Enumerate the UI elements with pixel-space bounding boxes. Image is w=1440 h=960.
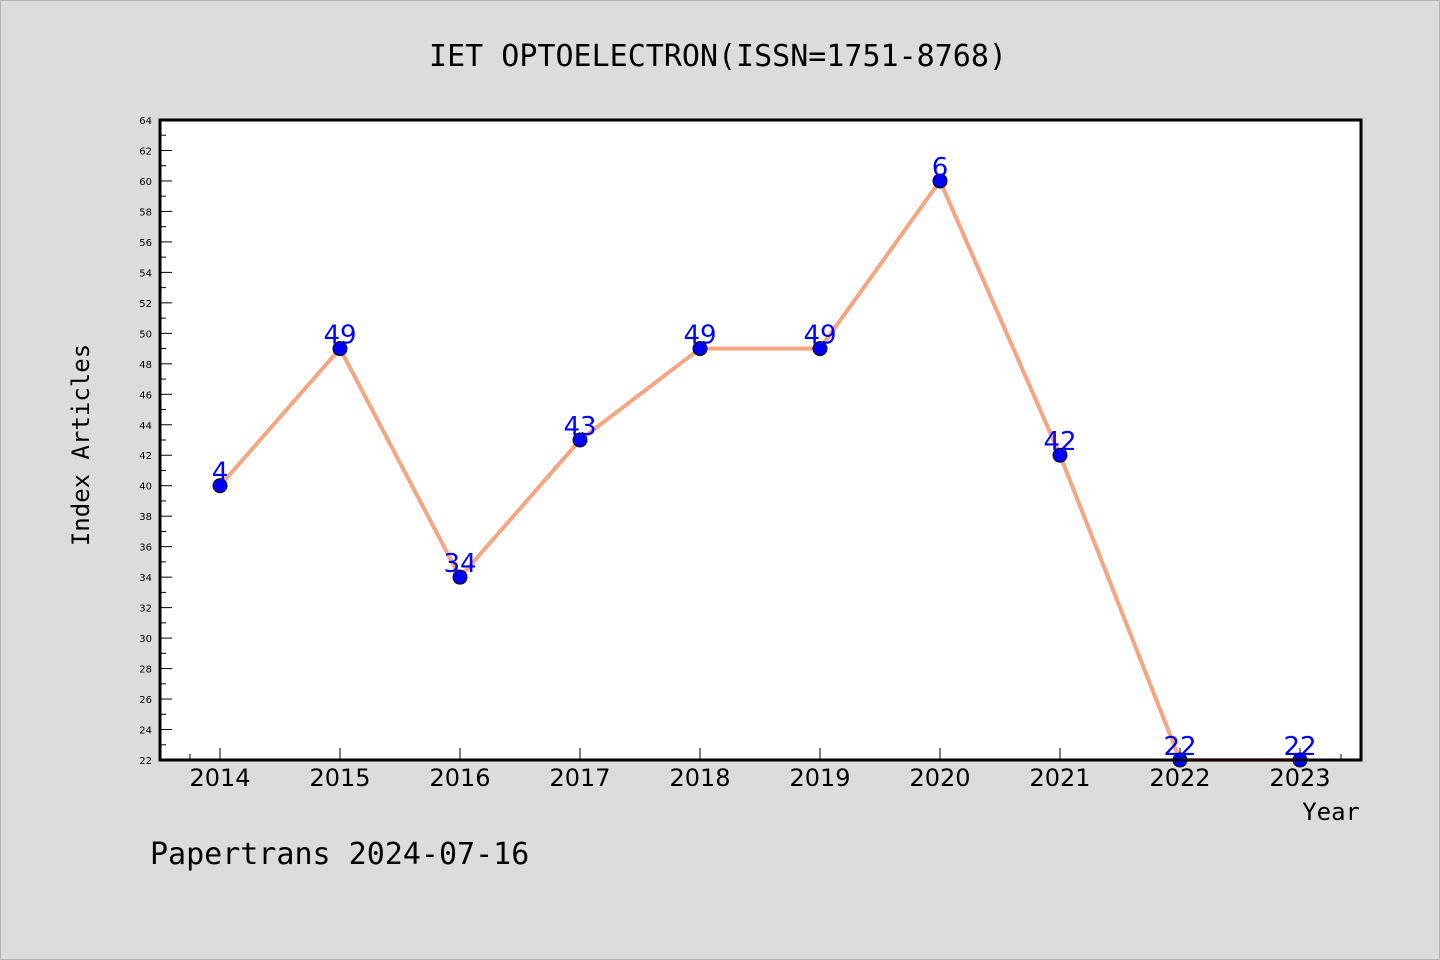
data-label: 42 (1043, 427, 1076, 457)
data-label: 43 (563, 412, 596, 442)
data-point-marker (692, 341, 708, 357)
y-tick-label: 46 (139, 390, 152, 401)
y-tick-label: 60 (139, 177, 152, 188)
y-tick-label: 50 (139, 329, 152, 340)
y-tick-label: 52 (139, 299, 152, 310)
data-point-marker (1052, 447, 1068, 463)
data-point-marker (932, 173, 948, 189)
x-tick-label: 2022 (1149, 764, 1210, 792)
data-label: 22 (1283, 732, 1316, 762)
x-tick-label: 2014 (189, 764, 250, 792)
y-tick-label: 28 (139, 665, 152, 676)
y-tick-label: 54 (139, 268, 152, 279)
x-tick-label: 2016 (429, 764, 490, 792)
data-point-marker (332, 341, 348, 357)
y-tick-label: 30 (139, 634, 152, 645)
y-tick-label: 62 (139, 146, 152, 157)
y-tick-label: 32 (139, 604, 152, 615)
y-tick-label: 58 (139, 207, 152, 218)
x-tick-label: 2023 (1269, 764, 1330, 792)
series-line (218, 178, 1302, 762)
y-tick-label: 22 (139, 756, 152, 767)
data-label: 22 (1163, 732, 1196, 762)
x-tick-label: 2015 (309, 764, 370, 792)
series-line-group: 4 49 34 43 49 49 6 42 22 22 (212, 153, 1317, 768)
y-tick-label: 44 (139, 421, 152, 432)
credit-text: Papertrans 2024-07-16 (150, 837, 529, 872)
data-point-marker (212, 478, 228, 494)
y-tick-label: 48 (139, 360, 152, 371)
x-tick-label: 2019 (789, 764, 850, 792)
y-tick-label: 26 (139, 695, 152, 706)
data-label: 49 (803, 321, 836, 351)
y-tick-label: 24 (139, 726, 152, 737)
y-axis-label: Index Articles (67, 344, 95, 546)
y-tick-label: 40 (139, 482, 152, 493)
y-tick-label: 64 (139, 116, 152, 127)
data-point-marker (572, 432, 588, 448)
chart-title: IET OPTOELECTRON(ISSN=1751-8768) (429, 39, 1007, 74)
x-tick-label: 2021 (1029, 764, 1090, 792)
plot-border (158, 118, 1363, 762)
x-axis-label: Year (1302, 798, 1360, 826)
y-axis: 22 24 26 28 30 32 34 36 38 40 42 44 46 48 50 52 54 56 58 60… (139, 116, 172, 767)
y-tick-label: 36 (139, 543, 152, 554)
x-tick-label: 2017 (549, 764, 610, 792)
x-axis: 2014 2015 2016 2017 2018 2019 2020 2021 2022 2023 (189, 748, 1342, 792)
data-label: 34 (443, 549, 476, 579)
data-point-marker (452, 569, 468, 585)
y-tick-label: 34 (139, 573, 152, 584)
data-label: 6 (932, 153, 949, 183)
data-label: 49 (323, 321, 356, 351)
plot-area (160, 120, 1361, 760)
y-tick-label: 38 (139, 512, 152, 523)
data-label: 49 (683, 321, 716, 351)
x-tick-label: 2018 (669, 764, 730, 792)
data-point-marker (812, 341, 828, 357)
x-tick-label: 2020 (909, 764, 970, 792)
data-label: 4 (212, 458, 229, 488)
y-tick-label: 42 (139, 451, 152, 462)
y-tick-label: 56 (139, 238, 152, 249)
